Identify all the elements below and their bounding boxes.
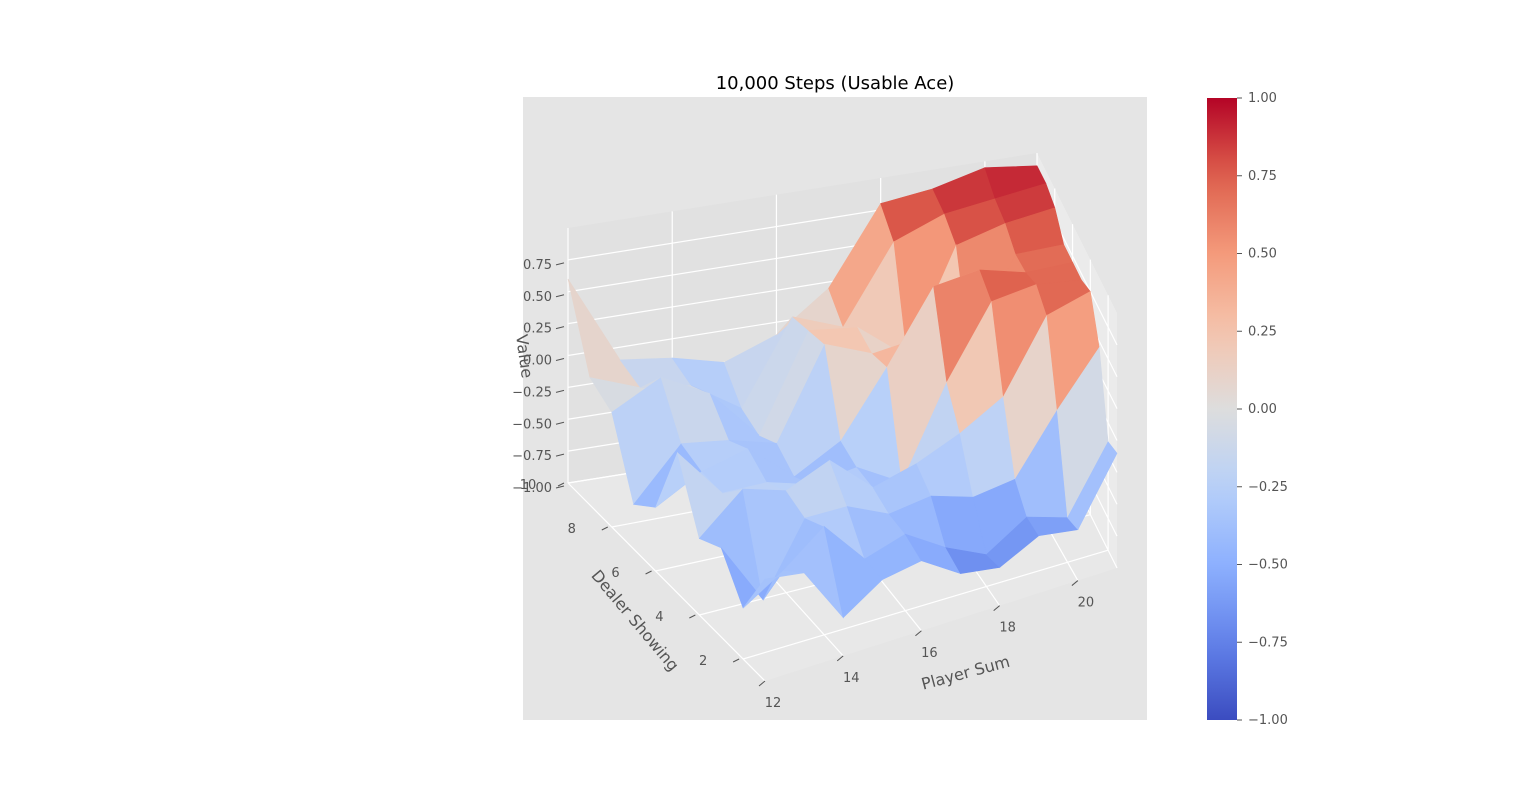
colorbar — [1207, 98, 1237, 720]
x-tick-mark — [993, 605, 1000, 612]
x-tick-mark — [1071, 580, 1079, 586]
colorbar-ticks: 1.00 0.75 0.50 0.25 0.00 −0.25 −0.50 −0.75 −1.00 — [1237, 91, 1288, 728]
z-tick-mark — [555, 485, 565, 489]
z-tick-label: −1.00 — [512, 481, 552, 496]
colorbar-tick-label: −0.50 — [1248, 558, 1288, 573]
colorbar-tick-label: −0.75 — [1248, 635, 1288, 650]
colorbar-tick-label: 0.25 — [1248, 324, 1277, 339]
x-tick-label: 12 — [765, 696, 782, 711]
x-tick-label: 18 — [999, 621, 1016, 636]
colorbar-tick-label: 1.00 — [1248, 91, 1277, 106]
z-tick-mark — [555, 294, 565, 298]
y-tick-mark — [601, 526, 609, 531]
z-tick-mark — [555, 262, 565, 266]
y-tick-label: 2 — [699, 654, 707, 669]
axis-ticks: 12 14 16 18 20 2 4 6 8 10−1.00 −0.75 −0.50 −0.25 0.00… — [512, 258, 1094, 711]
grid-line-x — [567, 482, 766, 682]
z-tick-label: −0.50 — [512, 417, 552, 432]
colorbar-tick-label: 0.75 — [1248, 169, 1277, 184]
z-tick-label: 0.50 — [523, 290, 552, 305]
z-tick-label: 0.00 — [523, 354, 552, 369]
z-tick-label: −0.75 — [512, 449, 552, 464]
x-tick-mark — [915, 630, 922, 637]
colorbar-tick-label: −1.00 — [1248, 713, 1288, 728]
y-tick-label: 4 — [655, 610, 663, 625]
y-tick-mark — [557, 482, 565, 487]
x-tick-label: 14 — [843, 671, 860, 686]
y-tick-label: 8 — [568, 522, 576, 537]
y-tick-label: 10 — [520, 478, 537, 493]
x-tick-mark — [758, 680, 766, 687]
z-tick-mark — [555, 389, 565, 393]
z-tick-mark — [555, 421, 565, 425]
grid-line-y — [742, 549, 1109, 660]
z-tick-mark — [555, 453, 565, 457]
z-tick-label: 0.25 — [523, 322, 552, 337]
y-tick-mark — [732, 658, 740, 663]
chart-title: 10,000 Steps (Usable Ace) — [716, 73, 955, 94]
colorbar-tick-label: 0.50 — [1248, 247, 1277, 262]
z-tick-mark — [555, 326, 565, 330]
y-tick-label: 6 — [611, 566, 619, 581]
x-tick-label: 20 — [1078, 596, 1095, 611]
colorbar-tick-label: −0.25 — [1248, 480, 1288, 495]
z-tick-label: 0.75 — [523, 258, 552, 273]
x-tick-label: 16 — [921, 646, 938, 661]
y-tick-mark — [689, 614, 696, 619]
surface-patch — [1067, 441, 1118, 531]
y-tick-mark — [645, 570, 652, 575]
x-tick-mark — [836, 655, 844, 662]
z-tick-mark — [555, 358, 565, 361]
colorbar-tick-label: 0.00 — [1248, 402, 1277, 417]
z-tick-label: −0.25 — [512, 385, 552, 400]
surface — [567, 165, 1118, 619]
